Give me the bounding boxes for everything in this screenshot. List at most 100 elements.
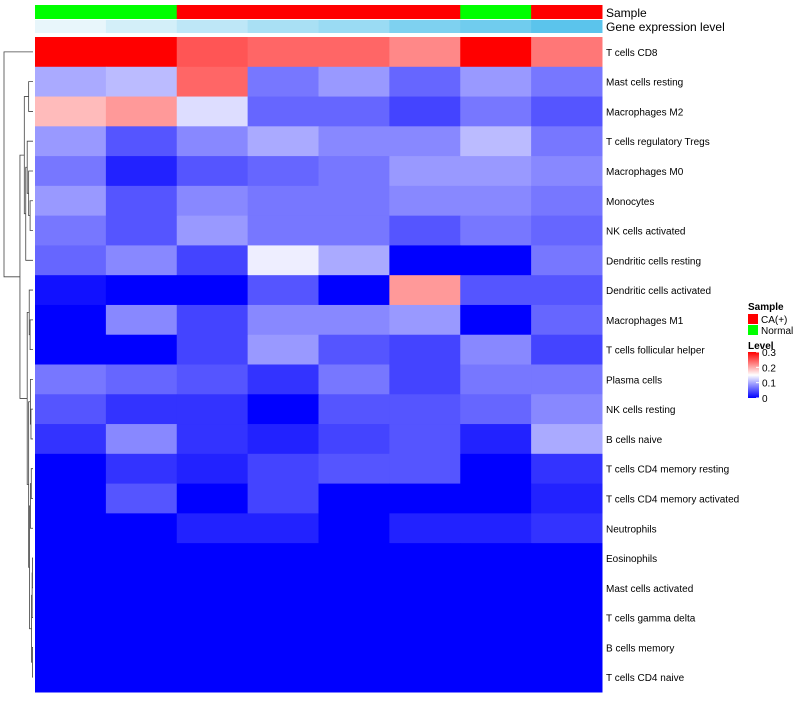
heatmap-cell	[389, 662, 461, 693]
heatmap-cell	[176, 66, 249, 98]
sample-annotation-cell	[531, 5, 603, 19]
legend-sample-title: Sample	[748, 302, 784, 313]
heatmap-cell	[318, 37, 390, 68]
heatmap-cell	[176, 304, 249, 336]
heatmap-cell	[389, 483, 461, 514]
dendrogram-branch	[29, 378, 33, 425]
heatmap-cell	[531, 334, 603, 365]
heatmap-cell	[105, 275, 178, 306]
heatmap-cell	[460, 632, 532, 663]
heatmap-cell	[318, 275, 390, 306]
heatmap-cell	[389, 66, 461, 98]
heatmap-cell	[318, 424, 390, 455]
heatmap-cell	[35, 215, 107, 246]
heatmap-cell	[247, 96, 319, 127]
heatmap-cell	[460, 66, 532, 98]
heatmap-cell	[35, 662, 107, 693]
heatmap-cell	[318, 126, 390, 157]
heatmap-cell	[247, 602, 319, 633]
heatmap-cell	[247, 513, 319, 544]
dendrogram-branch	[23, 96, 29, 215]
heatmap-cell	[318, 96, 390, 127]
heatmap-cell	[389, 185, 461, 217]
dendrogram-branch	[30, 468, 33, 499]
heatmap-cell	[389, 156, 461, 187]
heatmap-cell	[176, 602, 249, 633]
heatmap-cell	[460, 304, 532, 336]
heatmap-cell	[176, 424, 249, 455]
heatmap-cell	[389, 215, 461, 246]
heatmap-cell	[318, 543, 390, 574]
row-label: T cells CD4 memory resting	[606, 465, 729, 476]
dendrogram-branch	[29, 200, 33, 231]
heatmap-cell	[35, 364, 107, 395]
legend-sample-label: CA(+)	[761, 315, 787, 326]
heatmap-cell	[531, 304, 603, 336]
row-label: NK cells activated	[606, 227, 685, 238]
heatmap-cell	[35, 156, 107, 187]
legend-tick-label: 0	[762, 394, 768, 405]
heatmap-cell	[247, 275, 319, 306]
heatmap-cell	[105, 37, 178, 68]
heatmap-cell	[35, 37, 107, 68]
row-label: Mast cells resting	[606, 78, 683, 89]
heatmap-cell	[460, 483, 532, 514]
heatmap-cell	[105, 483, 178, 514]
sample-annotation-cell	[318, 5, 390, 19]
legend-color-bar	[748, 352, 759, 398]
heatmap-cell	[531, 453, 603, 485]
heatmap-cell	[531, 364, 603, 395]
heatmap-cell	[389, 96, 461, 127]
expression-annotation-cell	[176, 20, 249, 33]
heatmap-cell	[176, 394, 249, 425]
sample-annotation-cell	[35, 5, 107, 19]
heatmap-cell	[35, 572, 107, 604]
heatmap-cell	[105, 453, 178, 485]
heatmap-cell	[460, 424, 532, 455]
heatmap-cell	[389, 424, 461, 455]
legend-sample-swatch	[748, 314, 758, 324]
heatmap-cell	[176, 632, 249, 663]
row-label: Plasma cells	[606, 375, 662, 386]
dendrogram-branch	[29, 319, 33, 351]
dendrogram-branch	[3, 51, 33, 278]
expression-annotation-cell	[247, 20, 319, 33]
heatmap-cell	[176, 572, 249, 604]
heatmap-cell	[35, 245, 107, 276]
heatmap-cell	[35, 483, 107, 514]
heatmap-cell	[318, 632, 390, 663]
row-label: NK cells resting	[606, 405, 675, 416]
row-label: T cells follicular helper	[606, 346, 705, 357]
heatmap-cell	[35, 304, 107, 336]
heatmap-cell	[247, 424, 319, 455]
expression-annotation-cell	[389, 20, 461, 33]
heatmap-cell	[176, 185, 249, 217]
row-label: Eosinophils	[606, 554, 657, 565]
row-label: Dendritic cells activated	[606, 286, 711, 297]
heatmap-cell	[35, 602, 107, 633]
row-label: B cells memory	[606, 643, 674, 654]
row-label: T cells CD4 memory activated	[606, 494, 739, 505]
heatmap-cell	[531, 602, 603, 633]
heatmap-cell	[35, 66, 107, 98]
heatmap-cell	[176, 483, 249, 514]
heatmap-cell	[531, 483, 603, 514]
heatmap-cell	[318, 513, 390, 544]
heatmap-cell	[247, 334, 319, 365]
expression-annotation-cell	[35, 20, 107, 33]
heatmap-cell	[531, 513, 603, 544]
heatmap-cell	[531, 632, 603, 663]
heatmap-cell	[176, 245, 249, 276]
heatmap-cell	[389, 513, 461, 544]
row-label: B cells naive	[606, 435, 663, 446]
heatmap-cell	[318, 245, 390, 276]
row-label: Mast cells activated	[606, 584, 693, 595]
heatmap-cell	[389, 453, 461, 485]
heatmap-cell	[531, 156, 603, 187]
heatmap-cell	[176, 275, 249, 306]
heatmap-cell	[176, 364, 249, 395]
heatmap-cell	[35, 185, 107, 217]
heatmap-cell	[389, 602, 461, 633]
heatmap-cell	[318, 364, 390, 395]
